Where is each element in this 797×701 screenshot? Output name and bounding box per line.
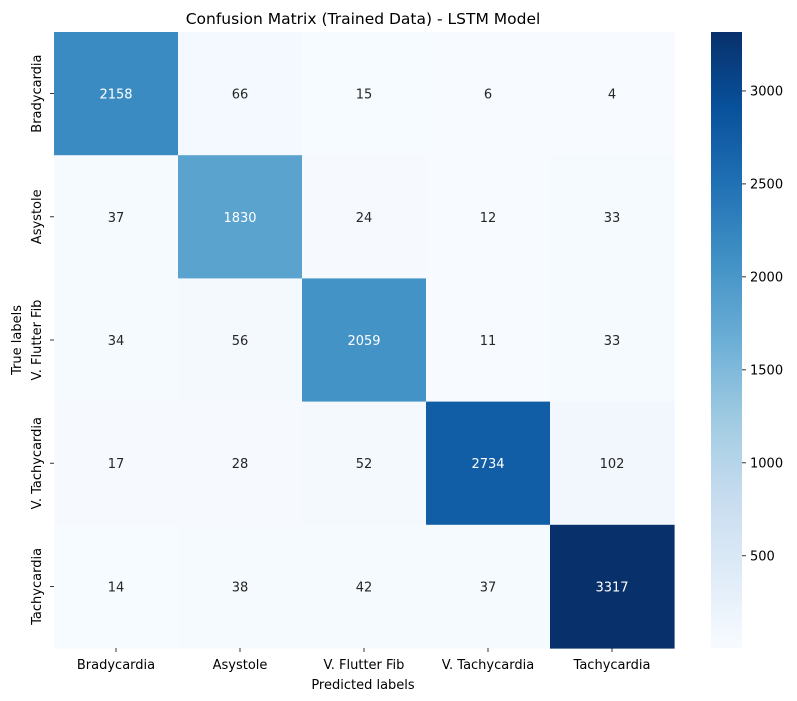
heatmap-cell [426, 32, 551, 156]
heatmap-cell [426, 401, 551, 526]
chart-title: Confusion Matrix (Trained Data) - LSTM M… [186, 10, 541, 28]
y-tick-labels: Bradycardia Asystole V. Flutter Fib V. Tach… [30, 54, 54, 626]
heatmap-cell [550, 32, 675, 156]
x-tick-label: V. Flutter Fib [324, 658, 405, 673]
heatmap-cell [426, 278, 551, 403]
cell-value-label: 2734 [471, 457, 504, 472]
cell-value-label: 12 [480, 211, 497, 226]
y-tick-label: Tachycardia [30, 548, 45, 626]
x-axis-label: Predicted labels [311, 678, 415, 693]
heatmap-cell [54, 278, 179, 403]
cell-value-label: 6 [484, 88, 492, 103]
cell-value-label: 33 [604, 334, 621, 349]
heatmap-cell [426, 155, 551, 279]
heatmap-cell [178, 524, 303, 649]
heatmap-cell [550, 401, 675, 526]
cell-value-label: 56 [232, 334, 249, 349]
heatmap-cell [550, 155, 675, 279]
cell-value-label: 28 [232, 457, 249, 472]
heatmap-cell [302, 155, 427, 279]
cell-value-label: 15 [356, 88, 373, 103]
x-tick-label: V. Tachycardia [442, 658, 534, 673]
cell-value-label: 102 [600, 457, 625, 472]
cell-value-label: 4 [608, 88, 616, 103]
cell-value-label: 14 [108, 580, 125, 595]
cell-value-label: 2158 [99, 88, 132, 103]
heatmap-cell [550, 278, 675, 403]
y-tick-label: Bradycardia [30, 54, 45, 132]
y-tick-label: Asystole [30, 189, 45, 244]
cell-value-label: 52 [356, 457, 373, 472]
heatmap-cell [178, 401, 303, 526]
colorbar [711, 32, 742, 648]
heatmap-cell [178, 155, 303, 279]
heatmap-cell [54, 401, 179, 526]
colorbar-tick-label: 2000 [750, 270, 783, 285]
colorbar-tick-label: 2500 [750, 177, 783, 192]
colorbar-tick-label: 3000 [750, 84, 783, 99]
x-tick-label: Tachycardia [573, 658, 651, 673]
heatmap-cell [54, 524, 179, 649]
cell-value-label: 42 [356, 580, 373, 595]
heatmap-cell [302, 401, 427, 526]
y-axis-label: True labels [10, 305, 25, 376]
cell-value-label: 2059 [347, 334, 380, 349]
cell-value-label: 11 [480, 334, 497, 349]
cell-value-label: 3317 [595, 580, 628, 595]
colorbar-ticks: 500 1000 1500 2000 2500 3000 [742, 84, 783, 564]
x-tick-label: Asystole [213, 658, 268, 673]
cell-value-label: 1830 [223, 211, 256, 226]
cell-value-label: 37 [480, 580, 497, 595]
heatmap-cell [178, 32, 303, 156]
cell-value-label: 24 [356, 211, 373, 226]
cell-value-label: 33 [604, 211, 621, 226]
heatmap-cell [550, 524, 675, 649]
x-tick-labels: Bradycardia Asystole V. Flutter Fib V. Tach… [77, 648, 651, 673]
cell-value-label: 66 [232, 88, 249, 103]
y-tick-label: V. Flutter Fib [30, 300, 45, 381]
colorbar-tick-label: 500 [750, 549, 775, 564]
cell-value-label: 38 [232, 580, 249, 595]
x-tick-label: Bradycardia [77, 658, 155, 673]
heatmap-cell [54, 32, 179, 156]
colorbar-tick-label: 1500 [750, 363, 783, 378]
heatmap-cell [302, 524, 427, 649]
heatmap-cell [178, 278, 303, 403]
cell-value-label: 17 [108, 457, 125, 472]
y-tick-label: V. Tachycardia [30, 417, 45, 509]
cell-value-label: 37 [108, 211, 125, 226]
heatmap-cell [426, 524, 551, 649]
colorbar-tick-label: 1000 [750, 456, 783, 471]
heatmap-cell [302, 278, 427, 403]
heatmap-cell [302, 32, 427, 156]
heatmap-cell [54, 155, 179, 279]
cell-value-label: 34 [108, 334, 125, 349]
